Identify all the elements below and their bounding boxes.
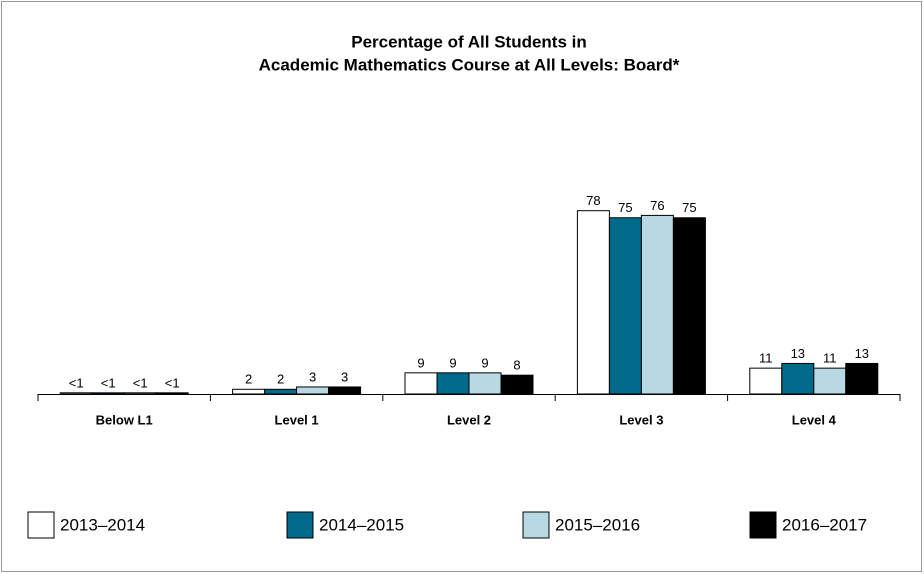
value-label: 75 [618, 200, 632, 215]
value-label: 8 [513, 358, 520, 373]
bar [749, 367, 783, 395]
value-label: 9 [481, 355, 488, 370]
bar [59, 392, 93, 395]
value-label: 13 [855, 346, 869, 361]
bar [608, 217, 642, 395]
legend-swatch [27, 511, 55, 539]
value-label: 2 [277, 372, 284, 387]
value-label: 13 [791, 346, 805, 361]
legend-label: 2016–2017 [782, 515, 867, 534]
value-label: 78 [586, 193, 600, 208]
value-label: <1 [165, 375, 180, 390]
bar [404, 372, 438, 395]
bar [91, 392, 125, 395]
value-label: 2 [245, 372, 252, 387]
value-label: 75 [682, 200, 696, 215]
chart-title: Academic Mathematics Course at All Level… [259, 55, 680, 74]
bar [640, 214, 674, 395]
value-label: 11 [823, 351, 837, 366]
bar [232, 388, 266, 395]
value-label: 9 [417, 355, 424, 370]
value-label: 9 [449, 355, 456, 370]
value-label: 11 [759, 351, 773, 366]
x-tick-label: Level 1 [275, 412, 319, 427]
bar [296, 386, 330, 395]
legend-swatch [286, 511, 314, 539]
bar [328, 386, 362, 395]
bar [781, 362, 815, 395]
value-label: <1 [69, 375, 84, 390]
x-tick-label: Level 4 [792, 412, 837, 427]
x-tick-label: Below L1 [96, 412, 153, 427]
x-tick-label: Level 2 [447, 412, 491, 427]
chart-title: Percentage of All Students in [351, 32, 587, 51]
bar [468, 372, 502, 395]
legend-label: 2015–2016 [555, 515, 640, 534]
bar [155, 392, 189, 395]
value-label: <1 [133, 375, 148, 390]
bar [576, 210, 610, 395]
bar [123, 392, 157, 395]
bar [813, 367, 847, 395]
value-label: 3 [309, 369, 316, 384]
bar [845, 362, 879, 395]
value-label: 76 [650, 198, 664, 213]
legend-label: 2013–2014 [60, 515, 145, 534]
legend-swatch [522, 511, 550, 539]
bar [500, 374, 534, 395]
x-tick-label: Level 3 [619, 412, 663, 427]
bar [672, 217, 706, 395]
bar [264, 388, 298, 395]
legend-swatch [749, 511, 777, 539]
value-label: <1 [101, 375, 116, 390]
legend-label: 2014–2015 [319, 515, 404, 534]
bar [436, 372, 470, 395]
value-label: 3 [341, 369, 348, 384]
